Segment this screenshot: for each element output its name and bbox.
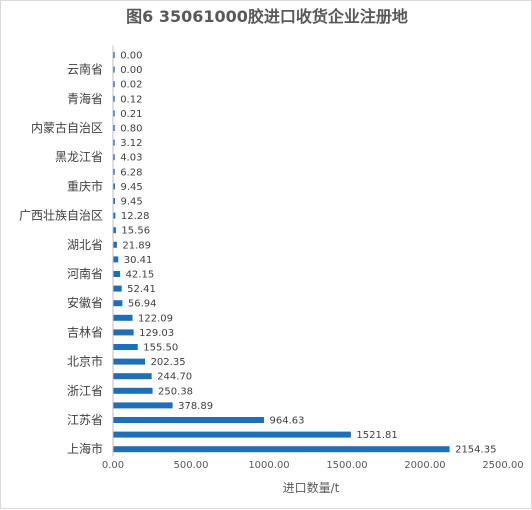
x-tick-label: 2500.00 [482, 460, 523, 471]
bar [113, 212, 116, 219]
bar [113, 446, 450, 453]
x-axis-label: 进口数量/t [283, 480, 340, 495]
bar [113, 81, 115, 88]
category-label: 黑龙江省 [55, 150, 103, 164]
data-label: 42.15 [126, 270, 155, 281]
bar [113, 358, 146, 365]
x-tick-label: 1500.00 [326, 460, 367, 471]
bar [113, 256, 119, 263]
bar [113, 110, 115, 117]
category-label: 广西壮族自治区 [19, 209, 103, 223]
bar [113, 168, 115, 175]
x-tick-label: 1000.00 [248, 460, 289, 471]
data-label: 1521.81 [356, 430, 397, 441]
bar [113, 154, 115, 161]
bar [113, 241, 117, 248]
data-label: 9.45 [120, 182, 142, 193]
data-label: 0.12 [120, 94, 142, 105]
category-label: 北京市 [67, 354, 103, 369]
x-tick-label: 2000.00 [404, 460, 445, 471]
data-label: 129.03 [139, 328, 174, 339]
data-label: 378.89 [178, 401, 213, 412]
data-label: 56.94 [128, 299, 157, 310]
category-label: 内蒙古自治区 [31, 120, 103, 135]
data-label: 250.38 [158, 386, 193, 397]
data-label: 202.35 [151, 357, 186, 368]
category-label: 江苏省 [67, 413, 103, 427]
bar [113, 300, 123, 307]
category-label: 河南省 [67, 266, 103, 281]
plot-area: 0.00 0.00 云南省 0.02 0.12 青海省 0.21 0.80 内蒙古自治区 3.12… [19, 45, 524, 471]
data-label: 155.50 [143, 343, 178, 354]
bar [113, 373, 152, 380]
bar [113, 314, 133, 321]
bar [113, 329, 134, 336]
bar [113, 344, 138, 350]
data-label: 964.63 [269, 416, 304, 427]
data-label: 3.12 [120, 138, 142, 149]
data-label: 0.02 [120, 80, 142, 91]
bar [113, 417, 264, 423]
data-label: 21.89 [122, 240, 151, 251]
bar [113, 271, 121, 277]
bar [113, 285, 122, 292]
chart-title: 图6 35061000胶进口收货企业注册地 [126, 7, 408, 26]
data-label: 52.41 [127, 284, 156, 295]
data-label: 30.41 [124, 255, 153, 266]
data-label: 122.09 [138, 313, 173, 324]
bar [113, 95, 115, 102]
x-tick-label: 500.00 [174, 460, 209, 471]
data-label: 12.28 [121, 211, 150, 222]
bar [113, 66, 115, 73]
bar [113, 52, 115, 58]
bar [113, 387, 153, 394]
data-label: 15.56 [121, 226, 150, 237]
data-label: 6.28 [120, 167, 142, 178]
data-label: 0.00 [120, 65, 142, 76]
category-label: 上海市 [67, 441, 103, 456]
data-label: 0.21 [120, 109, 142, 120]
bar [113, 227, 116, 234]
data-label: 2154.35 [455, 445, 496, 456]
data-label: 0.00 [120, 51, 142, 62]
category-label: 安徽省 [67, 295, 103, 310]
data-label: 4.03 [120, 153, 142, 164]
data-label: 244.70 [157, 372, 192, 383]
category-label: 湖北省 [67, 237, 103, 252]
bar [113, 402, 173, 409]
category-label: 重庆市 [67, 178, 103, 193]
bar [113, 198, 115, 204]
category-label: 浙江省 [67, 384, 103, 398]
category-label: 吉林省 [67, 325, 103, 339]
data-label: 9.45 [120, 197, 142, 208]
bar [113, 431, 351, 438]
bar [113, 183, 115, 190]
x-tick-label: 0.00 [102, 460, 124, 471]
bar [113, 139, 115, 146]
bar [113, 125, 115, 131]
category-label: 云南省 [67, 62, 103, 77]
data-label: 0.80 [120, 124, 142, 135]
category-label: 青海省 [67, 91, 103, 106]
